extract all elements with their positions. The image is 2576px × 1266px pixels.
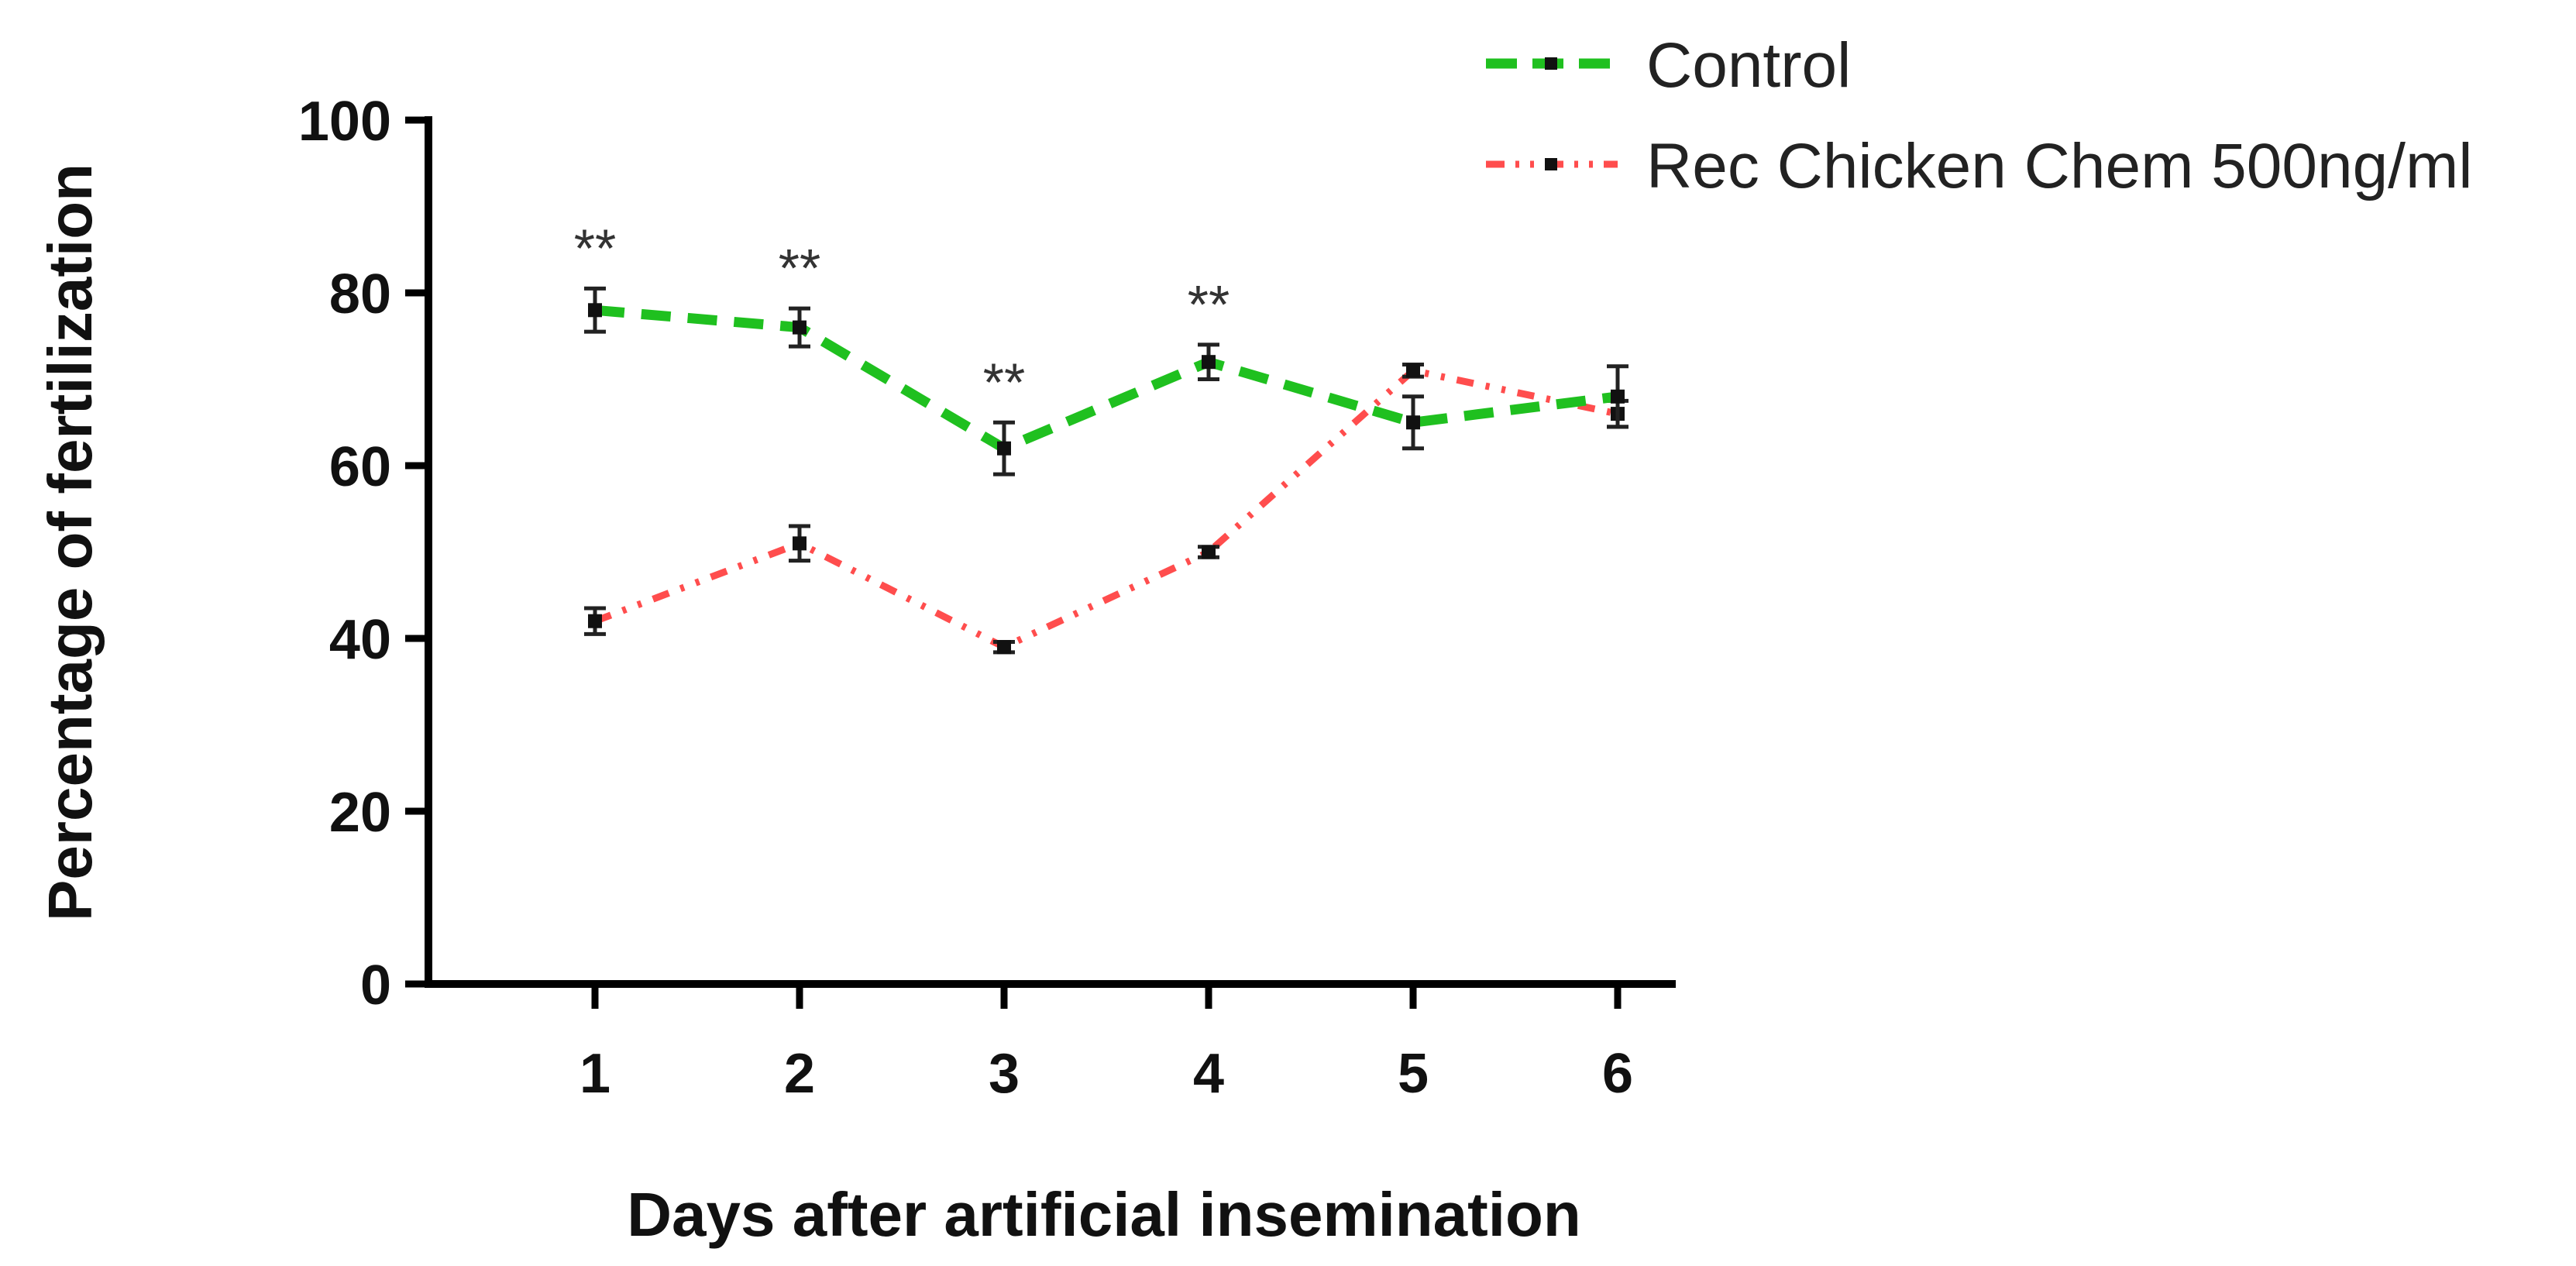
significance-marker: ** (983, 352, 1025, 412)
y-tick-label: 40 (329, 609, 391, 671)
data-point (1406, 363, 1420, 378)
x-tick-label: 2 (784, 1043, 815, 1105)
y-tick-label: 80 (329, 263, 391, 325)
x-tick-label: 1 (580, 1043, 610, 1105)
x-axis-title: Days after artificial insemination (627, 1180, 1581, 1249)
x-tick-label: 4 (1193, 1043, 1224, 1105)
axes: 0 20 40 60 80 100 1 2 3 4 5 6 (298, 91, 1676, 1105)
data-point (793, 320, 807, 335)
y-tick-label: 100 (298, 91, 391, 153)
y-tick-label: 60 (329, 436, 391, 498)
data-point (1202, 355, 1216, 370)
x-tick-label: 3 (989, 1043, 1020, 1105)
data-point (588, 303, 602, 318)
legend-label: Rec Chicken Chem 500ng/ml (1646, 131, 2472, 201)
series-control (584, 286, 1628, 476)
y-tick-label: 0 (360, 955, 391, 1017)
significance-marker: ** (1188, 274, 1230, 335)
data-point (1202, 545, 1216, 559)
x-tick-label: 5 (1398, 1043, 1429, 1105)
legend: Control Rec Chicken Chem 500ng/ml (1486, 30, 2472, 201)
data-point (997, 441, 1011, 456)
data-point (1611, 389, 1625, 404)
data-point (997, 640, 1011, 655)
legend-swatch-marker (1545, 57, 1557, 70)
data-point (793, 536, 807, 551)
series-line (594, 304, 1618, 454)
series-layer (584, 286, 1628, 655)
significance-marker: ** (779, 238, 820, 298)
significance-marker: ** (574, 218, 616, 278)
legend-swatch-marker (1545, 158, 1557, 170)
x-tick-label: 6 (1602, 1043, 1633, 1105)
y-axis-title: Percentage of fertilization (36, 163, 105, 921)
series-rec-chicken-chem (584, 363, 1628, 655)
y-tick-label: 20 (329, 782, 391, 844)
significance-annotations: ** ** ** ** (574, 218, 1230, 412)
data-point (588, 614, 602, 628)
legend-item-rec-chicken-chem: Rec Chicken Chem 500ng/ml (1486, 131, 2472, 201)
legend-item-control: Control (1486, 30, 1851, 101)
legend-label: Control (1646, 30, 1851, 101)
series-line (593, 366, 1618, 651)
data-point (1406, 415, 1420, 430)
